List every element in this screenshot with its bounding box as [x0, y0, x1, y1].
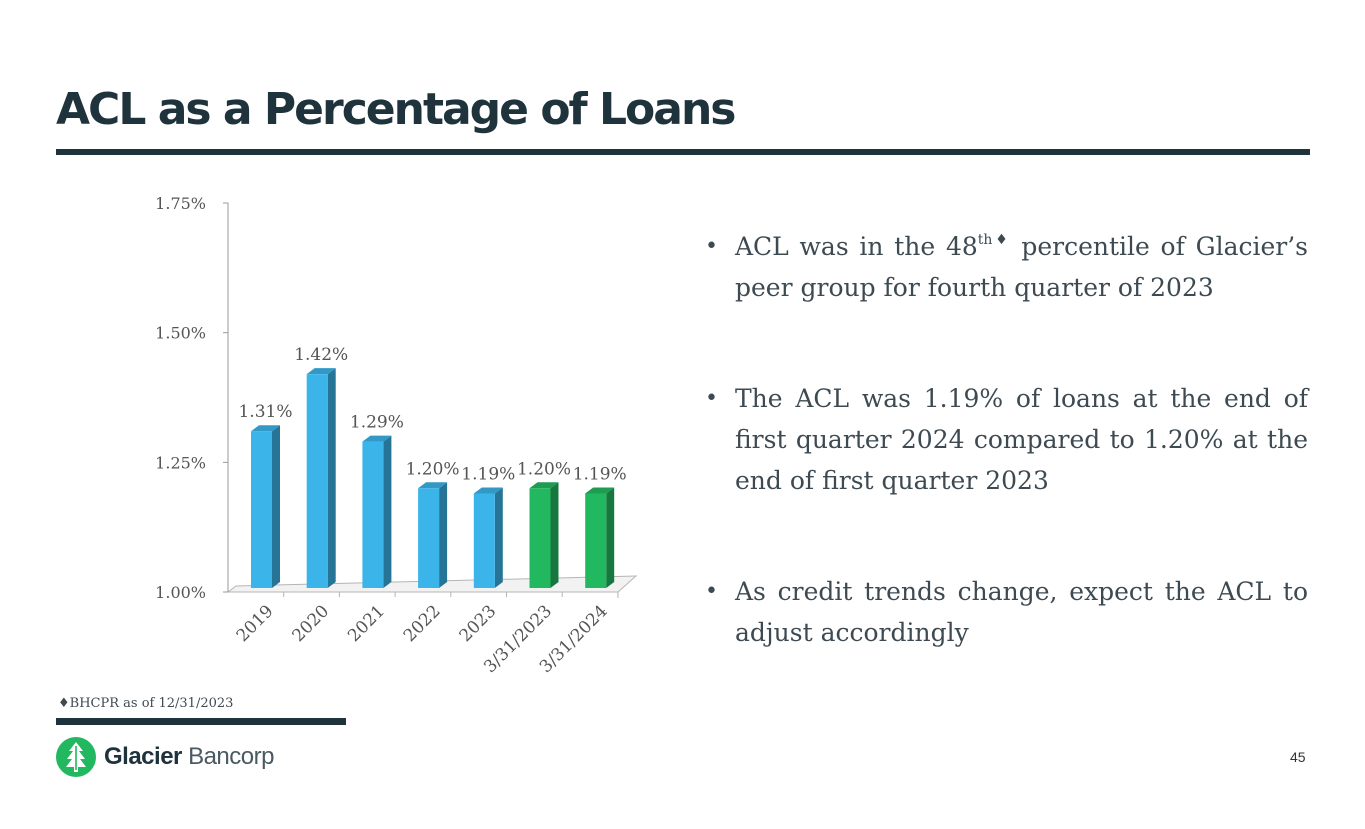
bar-side	[606, 487, 615, 588]
logo-brand-bold: Glacier	[104, 743, 182, 770]
title-divider	[56, 149, 1310, 155]
bar	[418, 488, 440, 588]
bar-side	[550, 482, 559, 588]
bar	[473, 493, 495, 588]
bar-side	[327, 368, 336, 588]
y-tick-label: 1.50%	[155, 324, 206, 343]
company-logo: Glacier Bancorp	[56, 737, 274, 777]
bar	[529, 488, 551, 588]
bullet-superscript: th♦	[977, 232, 1011, 248]
x-tick-label: 2019	[233, 601, 278, 646]
logo-brand-light: Bancorp	[188, 743, 274, 770]
bar-top	[529, 482, 559, 489]
data-label: 1.20%	[406, 459, 460, 479]
bar-top	[418, 482, 448, 489]
x-tick-label: 2022	[400, 601, 445, 646]
bar	[251, 431, 272, 588]
y-tick-label: 1.75%	[155, 194, 206, 213]
bar	[362, 441, 384, 588]
bar-top	[362, 435, 392, 442]
bar-top	[585, 487, 615, 494]
bullet-text-post: percentile of Glacier’s peer group for f…	[735, 232, 1308, 302]
x-tick-label: 2021	[344, 601, 389, 646]
bar-side	[494, 487, 503, 588]
y-tick-label: 1.00%	[155, 583, 206, 602]
bullet-text: The ACL was 1.19% of loans at the end of…	[735, 384, 1308, 495]
bullet-icon: •	[705, 234, 718, 259]
footer-divider	[56, 718, 346, 725]
data-label: 1.19%	[461, 464, 515, 484]
bullet-text-pre: ACL was in the 48	[735, 232, 978, 261]
bar-top	[251, 425, 280, 432]
tree-icon	[56, 737, 96, 777]
bar-top	[473, 487, 503, 494]
logo-text: Glacier Bancorp	[104, 743, 274, 771]
bar-side	[439, 482, 448, 588]
bar-top	[306, 368, 336, 375]
bar-side	[383, 435, 392, 588]
data-label: 1.19%	[573, 464, 627, 484]
bar	[306, 374, 328, 588]
bullet-icon: •	[705, 579, 718, 604]
y-tick-label: 1.25%	[155, 453, 206, 472]
bullet-text: As credit trends change, expect the ACL …	[735, 577, 1308, 647]
data-label: 1.42%	[294, 345, 348, 365]
bar	[585, 493, 607, 588]
footnote: ♦BHCPR as of 12/31/2023	[58, 696, 234, 711]
bullet-icon: •	[705, 386, 718, 411]
page-number: 45	[1290, 749, 1306, 765]
page-title: ACL as a Percentage of Loans	[56, 84, 736, 135]
bar-side	[272, 425, 280, 588]
data-label: 1.20%	[517, 459, 571, 479]
bullet-item: • The ACL was 1.19% of loans at the end …	[705, 378, 1308, 501]
data-label: 1.29%	[350, 413, 404, 433]
data-label: 1.31%	[238, 402, 292, 422]
x-tick-label: 2020	[289, 601, 334, 646]
bullet-item: • As credit trends change, expect the AC…	[705, 571, 1308, 653]
x-tick-label: 2023	[456, 601, 501, 646]
bullet-item: • ACL was in the 48th♦ percentile of Gla…	[705, 226, 1308, 308]
